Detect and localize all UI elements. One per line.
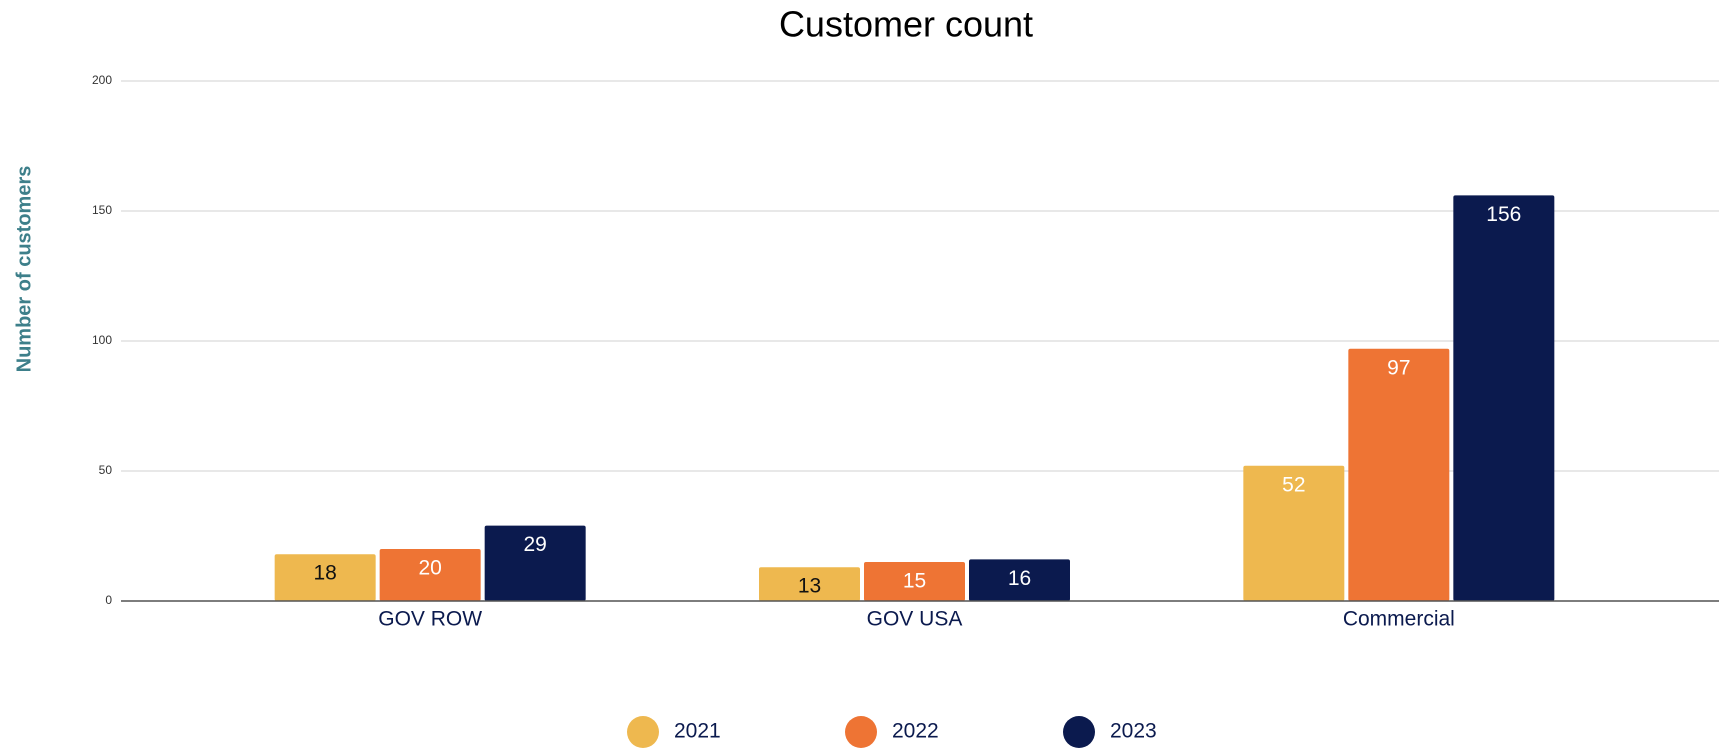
x-tick-label: Commercial <box>1343 608 1455 631</box>
value-label: 97 <box>1387 356 1410 379</box>
bar <box>759 567 860 601</box>
chart-title: Customer count <box>779 4 1033 45</box>
x-tick-label: GOV ROW <box>378 608 482 631</box>
legend-marker <box>627 716 659 748</box>
bar <box>379 549 481 601</box>
y-tick-label: 150 <box>92 203 112 217</box>
value-label: 29 <box>523 533 546 556</box>
bar <box>1453 195 1555 601</box>
value-label: 156 <box>1486 203 1521 226</box>
y-tick-label: 200 <box>92 73 112 87</box>
y-tick-label: 100 <box>92 333 112 347</box>
bar <box>969 559 1070 601</box>
bar <box>274 554 376 601</box>
legend-label: 2022 <box>892 720 939 743</box>
legend-marker <box>1063 716 1095 748</box>
value-label: 18 <box>313 562 336 585</box>
bar <box>484 525 586 601</box>
y-tick-label: 0 <box>105 593 112 607</box>
bar <box>1348 348 1450 601</box>
value-label: 16 <box>1008 567 1031 590</box>
y-tick-label: 50 <box>99 463 113 477</box>
legend-label: 2023 <box>1110 720 1157 743</box>
value-label: 15 <box>903 570 926 593</box>
legend-label: 2021 <box>674 720 721 743</box>
value-label: 52 <box>1282 473 1305 496</box>
value-label: 13 <box>798 575 821 598</box>
value-label: 20 <box>418 557 441 580</box>
bar <box>1243 465 1345 601</box>
legend-marker <box>845 716 877 748</box>
x-tick-label: GOV USA <box>867 608 963 631</box>
bar <box>864 562 965 601</box>
y-axis-label: Number of customers <box>13 166 35 373</box>
